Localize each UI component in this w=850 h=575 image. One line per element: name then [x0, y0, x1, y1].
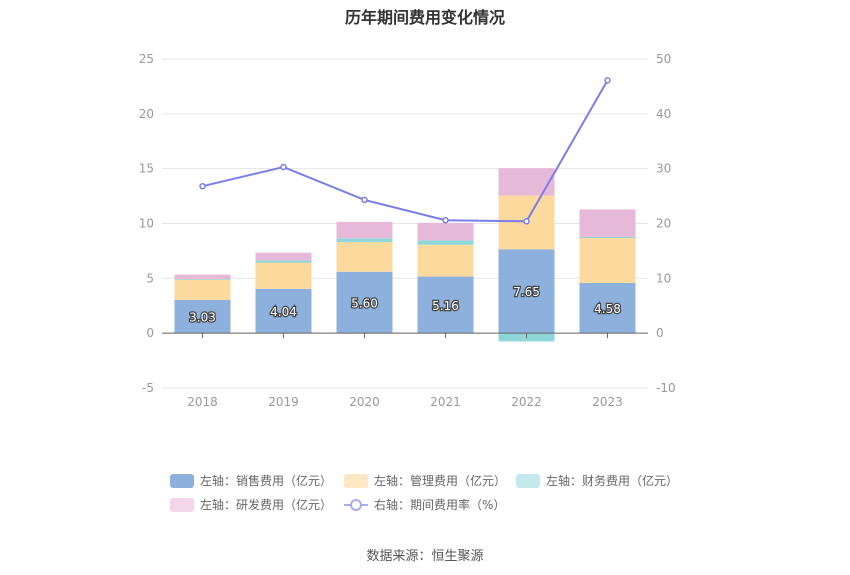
- bar-segment: [336, 238, 393, 243]
- legend-swatch-rnd: [170, 497, 194, 512]
- bar-segment: [336, 271, 393, 334]
- expense-ratio-point: [523, 218, 530, 225]
- bar-segment: [255, 262, 312, 289]
- x-axis-tick-label: 2020: [349, 395, 380, 409]
- expense-ratio-point: [604, 77, 611, 84]
- right-axis-tick-label: 40: [656, 107, 671, 121]
- legend-label-finance: 左轴：财务费用（亿元）: [546, 474, 679, 488]
- left-axis-tick-label: 25: [139, 52, 154, 66]
- bar-segment: [417, 222, 474, 241]
- bar-data-label: 4.58: [594, 302, 621, 316]
- right-axis-tick-label: 20: [656, 217, 671, 231]
- legend-item-expense-ratio[interactable]: 右轴：期间费用率（%）: [344, 496, 505, 513]
- bar-data-label: 5.60: [351, 296, 378, 310]
- bar-segment: [255, 288, 312, 334]
- bar-segment: [579, 282, 636, 334]
- x-axis-tick-label: 2022: [511, 395, 542, 409]
- chart-plot-area: -5 -10 0 0 5 10 10 20 15 30 20 40 25 50 2018 2019 2020 20…: [139, 52, 676, 409]
- legend-item-sales[interactable]: 左轴：销售费用（亿元）: [170, 472, 332, 489]
- right-axis-tick-label: 0: [656, 326, 664, 340]
- bar-segment: [417, 244, 474, 277]
- x-axis-tick-label: 2023: [592, 395, 623, 409]
- bar-data-label: 3.03: [189, 311, 216, 325]
- bar-segment: [336, 221, 393, 239]
- bar-segment: [174, 274, 231, 279]
- bar-segment: [417, 240, 474, 245]
- expense-ratio-line: [202, 79, 609, 223]
- left-axis-tick-label: 5: [146, 271, 154, 285]
- legend-item-rnd[interactable]: 左轴：研发费用（亿元）: [170, 496, 332, 513]
- expense-ratio-point: [442, 216, 449, 224]
- data-source-note: 数据来源：恒生聚源: [366, 549, 484, 564]
- left-axis-tick-label: 10: [139, 217, 154, 231]
- legend-label-sales: 左轴：销售费用（亿元）: [200, 474, 333, 488]
- legend-label-expense-ratio: 右轴：期间费用率（%）: [374, 498, 506, 512]
- right-axis-tick-label: -10: [656, 381, 676, 395]
- chart-title: 历年期间费用变化情况: [344, 8, 505, 27]
- bar-data-label: 7.65: [513, 285, 540, 299]
- legend-label-rnd: 左轴：研发费用（亿元）: [200, 498, 333, 512]
- bar-segment: [498, 249, 555, 334]
- legend-item-admin[interactable]: 左轴：管理费用（亿元）: [344, 472, 506, 489]
- bar-segment: [336, 242, 393, 272]
- left-axis-tick-label: 15: [139, 162, 154, 176]
- bar-segment: [174, 299, 231, 334]
- x-axis-tick-label: 2018: [187, 395, 218, 409]
- legend-item-finance[interactable]: 左轴：财务费用（亿元）: [516, 472, 678, 489]
- bar-segment: [498, 168, 555, 196]
- bar-segment: [255, 252, 312, 261]
- expense-ratio-point: [199, 182, 206, 190]
- bar-segment: [579, 237, 636, 283]
- bar-data-label: 5.16: [432, 299, 459, 313]
- left-axis-tick-label: -5: [142, 381, 154, 395]
- expense-ratio-point: [280, 163, 287, 171]
- expense-ratio-point: [361, 196, 368, 204]
- bar-segment: [417, 276, 474, 334]
- bar-segment: [579, 209, 636, 237]
- legend-label-admin: 左轴：管理费用（亿元）: [374, 474, 507, 488]
- legend-swatch-finance: [516, 473, 540, 488]
- bar-segment: [579, 236, 636, 238]
- bar-segment: [255, 260, 312, 263]
- left-axis-tick-label: 0: [146, 326, 154, 340]
- bar-segment: [174, 278, 231, 280]
- bar-segment: [174, 279, 231, 300]
- right-axis-tick-label: 10: [656, 271, 671, 285]
- legend-swatch-admin: [344, 473, 368, 488]
- legend-line-icon: [344, 498, 368, 511]
- right-axis-tick-label: 50: [656, 52, 671, 66]
- left-axis-tick-label: 20: [139, 107, 154, 121]
- x-axis-tick-label: 2019: [268, 395, 299, 409]
- x-axis-tick-label: 2021: [430, 395, 461, 409]
- bar-data-label: 4.04: [270, 305, 297, 319]
- right-axis-tick-label: 30: [656, 162, 671, 176]
- legend-swatch-sales: [170, 473, 194, 488]
